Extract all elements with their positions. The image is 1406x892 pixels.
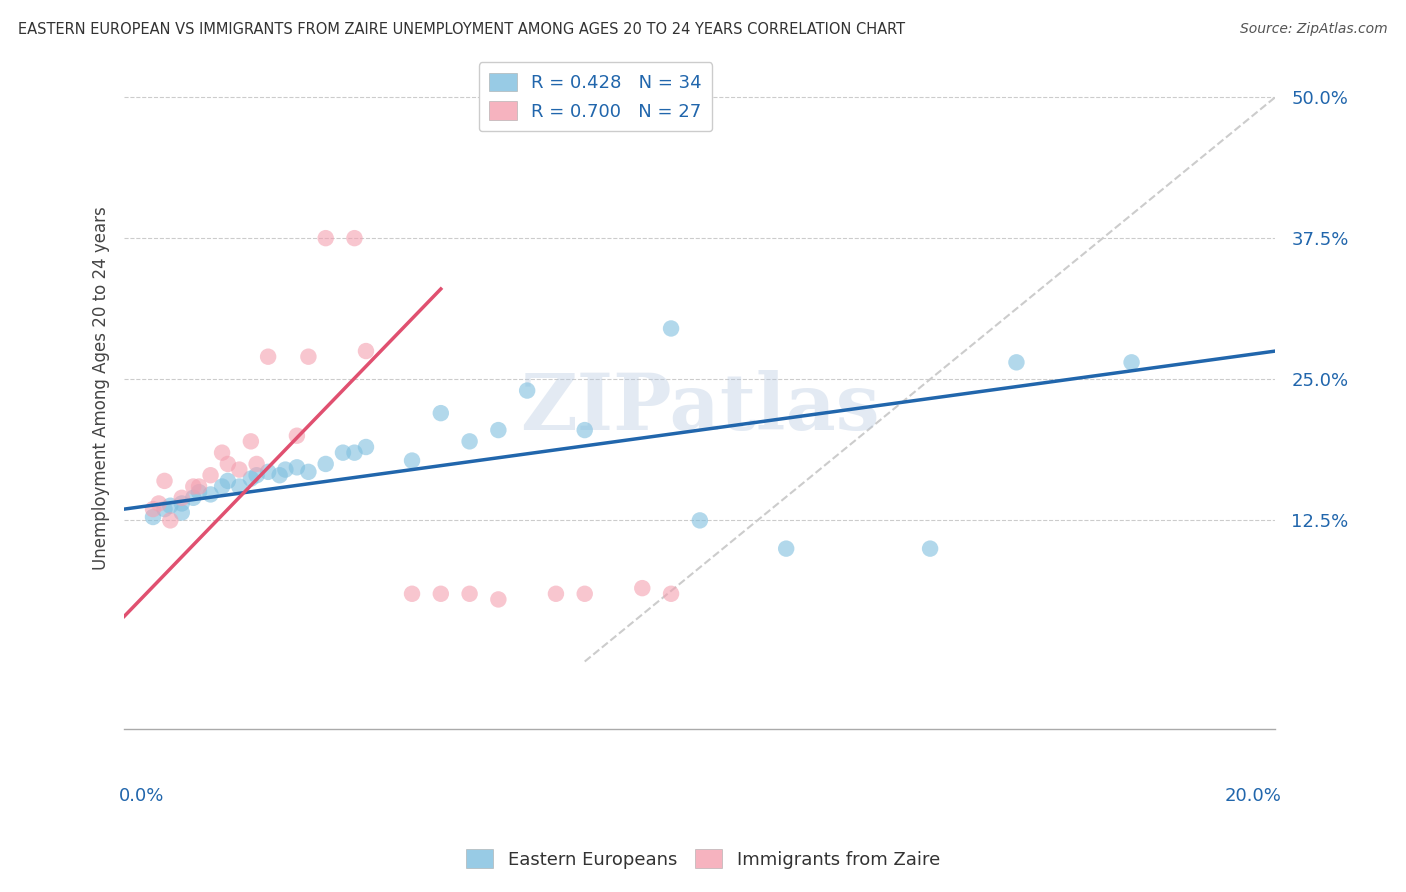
- Point: [170, 506, 193, 520]
- Point: [257, 465, 280, 479]
- Point: [188, 485, 211, 500]
- Point: [631, 581, 654, 595]
- Legend: Eastern Europeans, Immigrants from Zaire: Eastern Europeans, Immigrants from Zaire: [458, 842, 948, 876]
- Text: ZIPatlas: ZIPatlas: [520, 370, 880, 446]
- Point: [430, 587, 453, 601]
- Point: [269, 468, 291, 483]
- Point: [217, 457, 239, 471]
- Point: [516, 384, 538, 398]
- Text: EASTERN EUROPEAN VS IMMIGRANTS FROM ZAIRE UNEMPLOYMENT AMONG AGES 20 TO 24 YEARS: EASTERN EUROPEAN VS IMMIGRANTS FROM ZAIR…: [18, 22, 905, 37]
- Y-axis label: Unemployment Among Ages 20 to 24 years: Unemployment Among Ages 20 to 24 years: [93, 206, 110, 570]
- Point: [920, 541, 942, 556]
- Point: [574, 587, 596, 601]
- Point: [181, 491, 204, 505]
- Point: [401, 453, 423, 467]
- Point: [211, 479, 233, 493]
- Point: [170, 496, 193, 510]
- Text: 20.0%: 20.0%: [1225, 788, 1281, 805]
- Point: [297, 350, 319, 364]
- Point: [1121, 355, 1143, 369]
- Legend: R = 0.428   N = 34, R = 0.700   N = 27: R = 0.428 N = 34, R = 0.700 N = 27: [478, 62, 713, 131]
- Point: [200, 487, 222, 501]
- Point: [401, 587, 423, 601]
- Point: [285, 428, 308, 442]
- Point: [159, 499, 181, 513]
- Text: 0.0%: 0.0%: [118, 788, 165, 805]
- Point: [181, 479, 204, 493]
- Point: [246, 457, 269, 471]
- Point: [354, 440, 377, 454]
- Point: [246, 468, 269, 483]
- Point: [274, 462, 297, 476]
- Point: [775, 541, 797, 556]
- Point: [332, 445, 354, 459]
- Point: [148, 496, 170, 510]
- Point: [315, 457, 337, 471]
- Point: [574, 423, 596, 437]
- Point: [257, 350, 280, 364]
- Point: [228, 462, 250, 476]
- Point: [458, 434, 481, 449]
- Point: [1005, 355, 1028, 369]
- Point: [285, 460, 308, 475]
- Point: [659, 321, 682, 335]
- Point: [153, 474, 176, 488]
- Point: [217, 474, 239, 488]
- Point: [297, 465, 319, 479]
- Point: [153, 502, 176, 516]
- Point: [486, 423, 509, 437]
- Point: [239, 472, 262, 486]
- Point: [142, 510, 165, 524]
- Point: [200, 468, 222, 483]
- Point: [659, 587, 682, 601]
- Point: [458, 587, 481, 601]
- Point: [343, 231, 366, 245]
- Point: [142, 502, 165, 516]
- Point: [211, 445, 233, 459]
- Point: [170, 491, 193, 505]
- Point: [188, 479, 211, 493]
- Point: [486, 592, 509, 607]
- Point: [315, 231, 337, 245]
- Point: [430, 406, 453, 420]
- Point: [228, 479, 250, 493]
- Point: [689, 513, 711, 527]
- Point: [354, 344, 377, 359]
- Point: [343, 445, 366, 459]
- Point: [159, 513, 181, 527]
- Text: Source: ZipAtlas.com: Source: ZipAtlas.com: [1240, 22, 1388, 37]
- Point: [544, 587, 567, 601]
- Point: [239, 434, 262, 449]
